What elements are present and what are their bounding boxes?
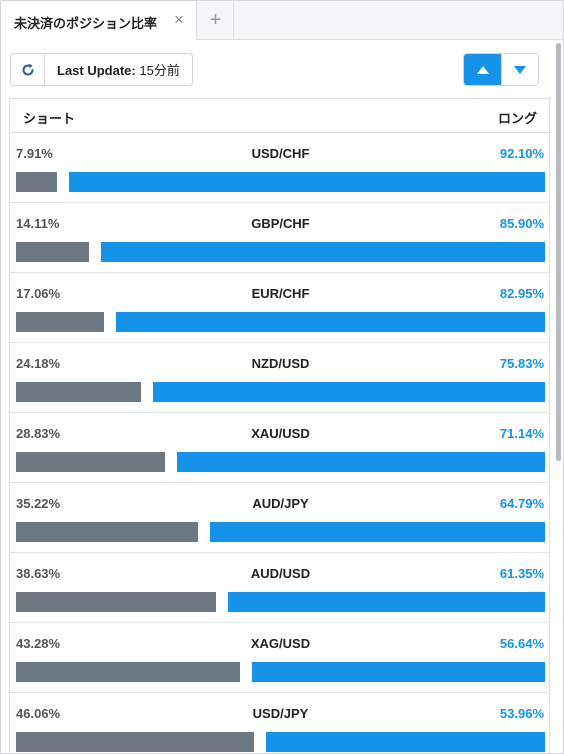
table-row: 7.91% USD/CHF 92.10% (10, 133, 549, 203)
last-update: Last Update: 15分前 (45, 60, 192, 79)
short-percent: 17.06% (16, 286, 61, 301)
long-bar (116, 312, 545, 332)
long-bar (228, 592, 545, 612)
triangle-down-icon (514, 65, 526, 74)
currency-pair: GBP/CHF (251, 216, 310, 231)
refresh-icon (22, 63, 34, 76)
close-icon[interactable]: × (174, 10, 184, 29)
long-percent: 64.79% (499, 496, 544, 511)
long-bar (252, 662, 545, 682)
currency-pair: NZD/USD (251, 356, 310, 371)
currency-pair: XAU/USD (251, 426, 310, 441)
table-row: 14.11% GBP/CHF 85.90% (10, 203, 549, 273)
long-percent: 75.83% (499, 356, 544, 371)
table-row: 35.22% AUD/JPY 64.79% (10, 483, 549, 553)
currency-pair: AUD/USD (250, 566, 311, 581)
table-row: 43.28% XAG/USD 56.64% (10, 623, 549, 693)
sort-ascending-button[interactable] (464, 54, 501, 85)
last-update-label: Last Update: (57, 63, 136, 78)
currency-pair: USD/JPY (252, 706, 309, 721)
short-percent: 24.18% (16, 356, 61, 371)
table-header: ショート ロング (10, 99, 549, 133)
add-tab-button[interactable]: + (198, 1, 234, 40)
currency-pair: AUD/JPY (252, 496, 309, 511)
scrollbar-thumb[interactable] (556, 43, 561, 461)
long-bar (101, 242, 545, 262)
long-percent: 56.64% (499, 636, 544, 651)
short-bar (16, 172, 57, 192)
short-bar (16, 592, 216, 612)
long-percent: 61.35% (499, 566, 544, 581)
table-row: 24.18% NZD/USD 75.83% (10, 343, 549, 413)
short-percent: 14.11% (16, 216, 60, 231)
sort-toggle (463, 53, 539, 86)
table-row: 17.06% EUR/CHF 82.95% (10, 273, 549, 343)
refresh-button[interactable] (11, 54, 45, 85)
long-percent: 71.14% (499, 426, 544, 441)
sort-descending-button[interactable] (501, 54, 538, 85)
table-row: 46.06% USD/JPY 53.96% (10, 693, 549, 753)
long-bar (210, 522, 545, 542)
currency-pair: XAG/USD (250, 636, 311, 651)
short-percent: 43.28% (16, 636, 61, 651)
tab-position-ratio[interactable]: 未決済のポジション比率 × (1, 1, 197, 40)
short-bar (16, 312, 104, 332)
long-bar (266, 732, 545, 752)
long-percent: 92.10% (499, 146, 544, 161)
short-percent: 38.63% (16, 566, 61, 581)
currency-pair: EUR/CHF (251, 286, 310, 301)
short-bar (16, 242, 89, 262)
tab-label: 未決済のポジション比率 (14, 16, 158, 31)
short-bar (16, 732, 254, 752)
table-row: 38.63% AUD/USD 61.35% (10, 553, 549, 623)
tab-bar: 未決済のポジション比率 × + (1, 1, 563, 40)
triangle-up-icon (476, 65, 489, 74)
refresh-group: Last Update: 15分前 (10, 53, 193, 86)
header-short: ショート (23, 111, 76, 126)
position-table: ショート ロング 7.91% USD/CHF 92.10% 14.11% GBP/CHF… (9, 98, 550, 753)
short-bar (16, 662, 240, 682)
last-update-value: 15分前 (139, 63, 180, 78)
long-percent: 85.90% (499, 216, 544, 231)
short-percent: 35.22% (16, 496, 61, 511)
long-bar (153, 382, 545, 402)
currency-pair: USD/CHF (251, 146, 310, 161)
short-percent: 46.06% (16, 706, 61, 721)
short-percent: 28.83% (16, 426, 61, 441)
long-bar (69, 172, 545, 192)
long-bar (177, 452, 545, 472)
header-long: ロング (497, 111, 537, 126)
table-row: 28.83% XAU/USD 71.14% (10, 413, 549, 483)
short-bar (16, 382, 141, 402)
short-bar (16, 452, 165, 472)
long-percent: 82.95% (499, 286, 544, 301)
short-percent: 7.91% (16, 146, 53, 161)
long-percent: 53.96% (499, 706, 544, 721)
short-bar (16, 522, 198, 542)
table-body: 7.91% USD/CHF 92.10% 14.11% GBP/CHF 85.90% 17.… (10, 133, 549, 753)
